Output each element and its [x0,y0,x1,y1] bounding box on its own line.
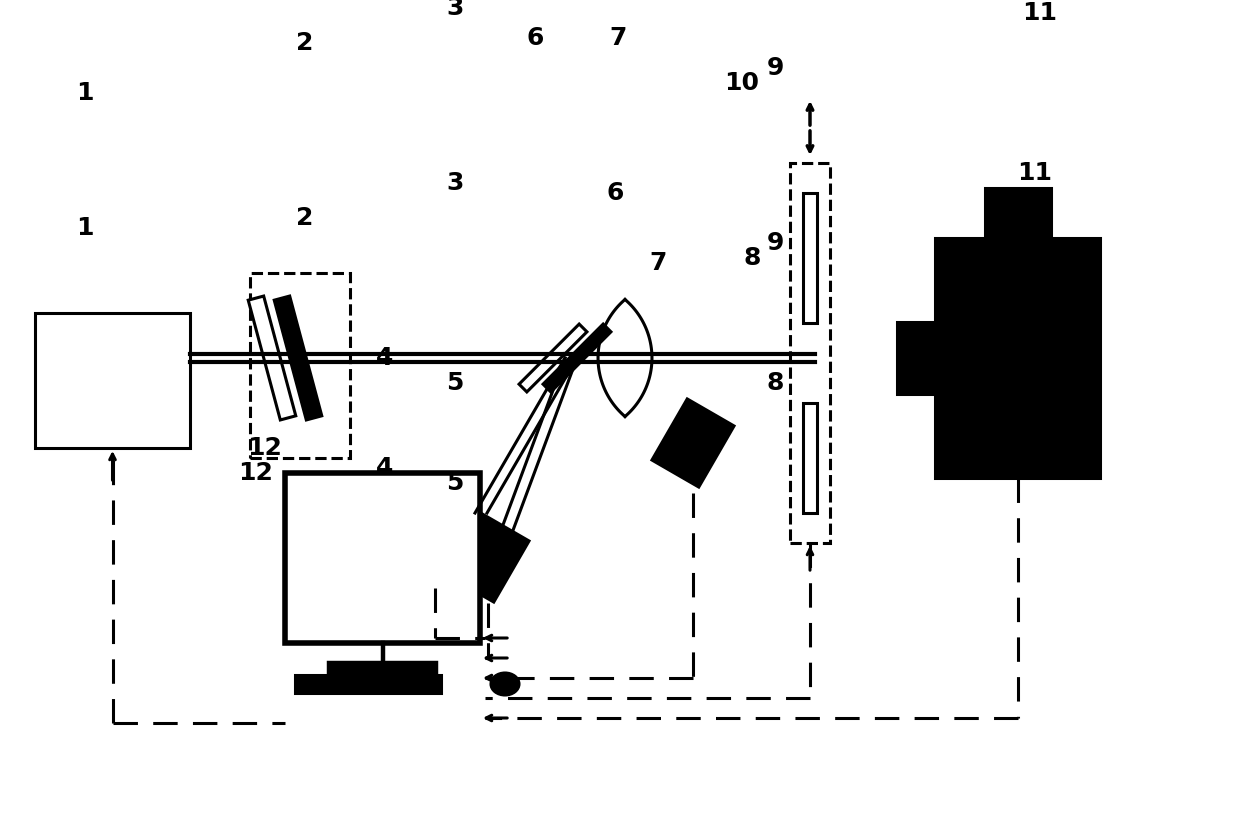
Ellipse shape [491,673,520,695]
Text: 9: 9 [766,56,784,80]
Text: 4: 4 [376,456,393,480]
Bar [295,675,441,693]
Text: 12: 12 [248,436,283,460]
Text: 8: 8 [766,371,784,395]
Bar [804,402,817,513]
Polygon shape [446,513,529,602]
Polygon shape [520,324,587,392]
Polygon shape [248,296,296,420]
Polygon shape [274,296,321,420]
Text: 8: 8 [743,246,760,270]
Text: 7: 7 [609,26,626,50]
Text: 2: 2 [296,206,314,230]
Bar [35,313,190,448]
Text: 3: 3 [446,171,464,195]
Polygon shape [393,498,476,588]
Polygon shape [651,398,734,488]
Bar [285,473,480,643]
Bar [897,322,935,394]
Text: 12: 12 [238,461,274,485]
Text: 2: 2 [296,31,314,55]
Bar [935,238,1100,478]
Bar [329,663,436,678]
Bar [790,163,830,543]
Text: 5: 5 [446,371,464,395]
Bar [804,193,817,323]
Text: 10: 10 [724,71,759,95]
Text: 1: 1 [76,81,94,105]
Text: 9: 9 [766,231,784,255]
Bar [250,273,350,458]
Text: 7: 7 [650,251,667,275]
Text: 11: 11 [1023,1,1058,25]
Text: 3: 3 [446,0,464,20]
Polygon shape [543,324,611,392]
Text: 6: 6 [606,181,624,205]
Text: 1: 1 [76,216,94,240]
Text: 6: 6 [526,26,543,50]
Text: 11: 11 [1018,161,1053,185]
Text: 4: 4 [376,346,393,370]
Text: 5: 5 [446,471,464,495]
Bar [985,188,1050,238]
